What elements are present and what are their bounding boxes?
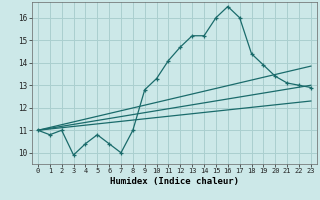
X-axis label: Humidex (Indice chaleur): Humidex (Indice chaleur) [110,177,239,186]
